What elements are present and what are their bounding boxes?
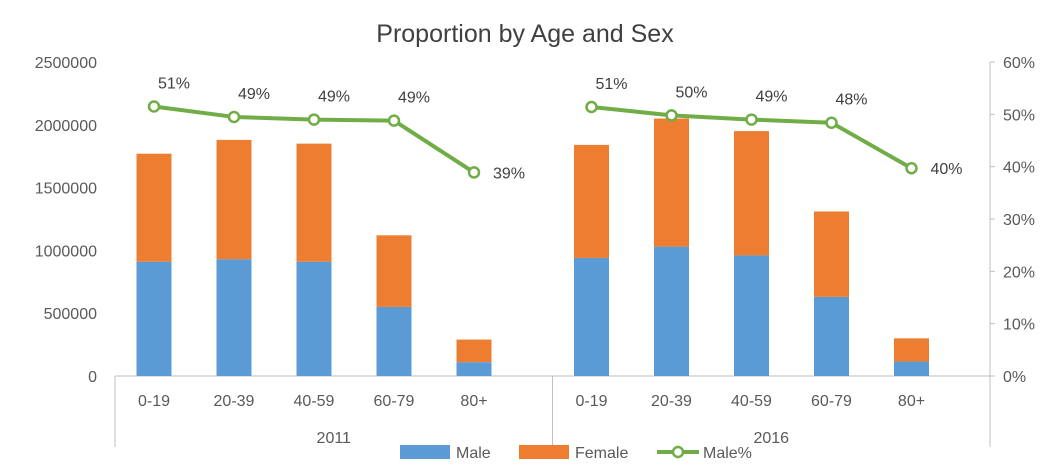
y-left-tick-label: 500000 xyxy=(44,306,97,323)
y-right-tick-label: 0% xyxy=(1003,369,1026,386)
male-percent-data-label: 40% xyxy=(930,161,962,178)
male-percent-point xyxy=(745,113,758,126)
male-percent-point xyxy=(307,113,321,126)
bar-male xyxy=(136,261,172,376)
bars xyxy=(136,118,929,376)
legend-swatch-marker xyxy=(671,445,685,459)
male-percent-data-label: 51% xyxy=(158,75,190,92)
x-group-label: 2011 xyxy=(317,430,352,447)
male-percent-data-label: 49% xyxy=(755,89,787,106)
bar-female xyxy=(894,338,929,362)
bar-female xyxy=(654,118,689,247)
legend: Male Female Male% xyxy=(400,445,752,462)
x-tick-label: 20-39 xyxy=(651,393,692,410)
legend-label: Male xyxy=(456,445,491,462)
x-group-label: 2016 xyxy=(753,430,789,447)
male-percent-data-label: 51% xyxy=(595,76,627,93)
male-percent-data-label: 49% xyxy=(398,90,430,107)
legend-swatch xyxy=(400,445,450,459)
y-right-tick-label: 60% xyxy=(1003,55,1035,72)
y-left-tick-label: 0 xyxy=(88,369,97,386)
male-percent-data-label: 49% xyxy=(318,89,350,106)
x-tick-label: 20-39 xyxy=(214,393,255,410)
x-tick-label: 0-19 xyxy=(575,393,607,410)
male-percent-data-label: 48% xyxy=(835,92,867,109)
bar-male xyxy=(216,259,252,376)
bar-female xyxy=(456,339,492,363)
male-percent-point xyxy=(905,161,918,175)
bar-male xyxy=(894,361,929,376)
legend-label: Male% xyxy=(703,445,752,462)
bar-female xyxy=(136,153,172,262)
legend-swatch xyxy=(519,445,569,459)
y-left-tick-label: 2000000 xyxy=(35,118,97,135)
bar-male xyxy=(654,246,689,376)
bar-male xyxy=(574,257,609,376)
y-left-tick-label: 1000000 xyxy=(35,243,97,260)
y-left-tick-label: 1500000 xyxy=(35,181,97,198)
x-tick-label: 60-79 xyxy=(811,393,852,410)
data-labels: 51% 49% 49% 49% 39% 51% 50% 49% 48% 40% xyxy=(158,75,963,182)
bar-male xyxy=(296,261,332,376)
bar-female xyxy=(814,211,849,297)
bar-male xyxy=(456,362,492,376)
y-left-tick-label: 2500000 xyxy=(35,55,97,72)
x-tick-label: 80+ xyxy=(460,393,487,410)
x-tick-label: 40-59 xyxy=(294,393,335,410)
bar-female xyxy=(376,235,412,307)
bar-male xyxy=(734,255,769,376)
y-right-tick-label: 40% xyxy=(1003,160,1035,177)
bar-male xyxy=(814,296,849,376)
male-percent-point xyxy=(585,100,598,114)
x-tick-label: 80+ xyxy=(898,393,925,410)
male-percent-point xyxy=(147,100,161,113)
male-percent-point xyxy=(467,166,481,179)
bar-female xyxy=(296,143,332,262)
bar-female xyxy=(574,144,609,258)
male-percent-point xyxy=(825,116,838,129)
male-percent-point xyxy=(665,109,678,122)
y-right-tick-label: 10% xyxy=(1003,317,1035,334)
axes: 0 500000 1000000 1500000 2000000 2500000 0% 10%… xyxy=(35,55,1035,447)
male-percent-point xyxy=(227,110,241,124)
male-percent-data-label: 39% xyxy=(493,165,525,182)
male-percent-data-label: 50% xyxy=(675,84,707,101)
x-tick-label: 40-59 xyxy=(731,393,772,410)
bar-female xyxy=(734,131,769,256)
x-tick-label: 0-19 xyxy=(138,393,170,410)
male-percent-data-label: 49% xyxy=(238,86,270,103)
bar-male xyxy=(376,306,412,376)
legend-label: Female xyxy=(575,445,628,462)
male-percent-line xyxy=(147,100,918,179)
y-right-tick-label: 20% xyxy=(1003,264,1035,281)
y-right-tick-label: 30% xyxy=(1003,212,1035,229)
bar-female xyxy=(216,139,252,260)
male-percent-point xyxy=(387,114,401,127)
x-tick-label: 60-79 xyxy=(374,393,415,410)
chart-title: Proportion by Age and Sex xyxy=(376,20,674,48)
y-right-tick-label: 50% xyxy=(1003,107,1035,124)
